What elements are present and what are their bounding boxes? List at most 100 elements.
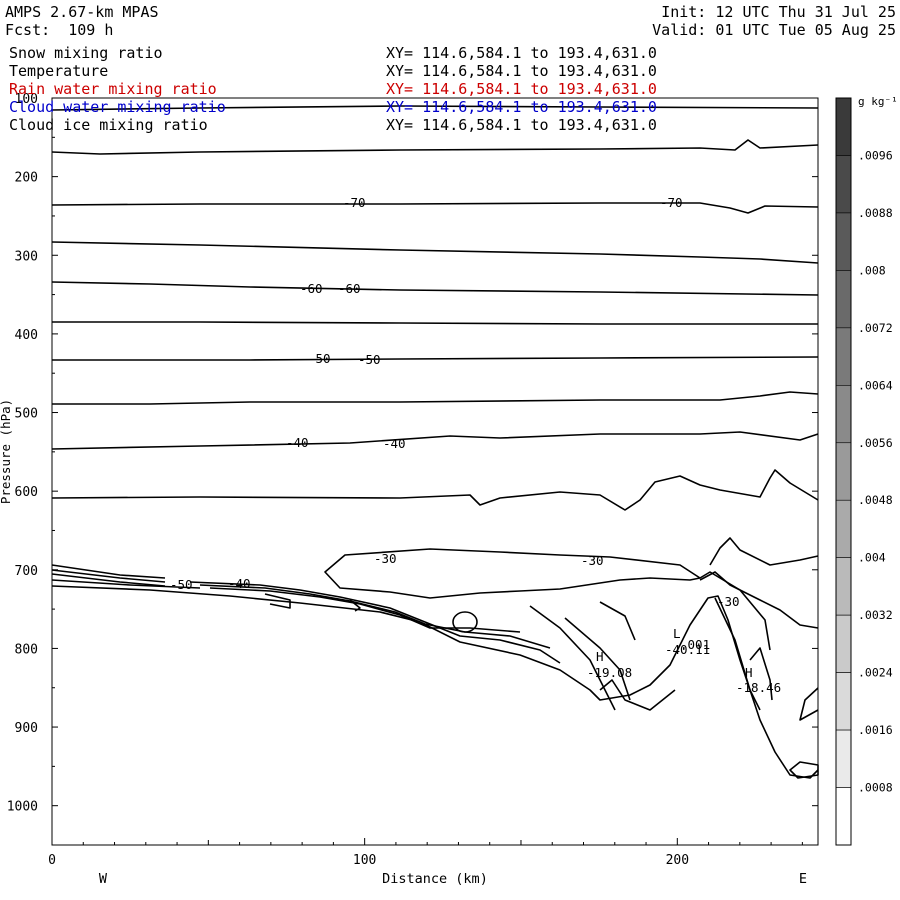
contour-label: -50 <box>170 577 193 592</box>
colorbar-unit: g kg⁻¹ <box>858 95 898 108</box>
terrain-line <box>599 601 636 641</box>
y-tick-label: 1000 <box>7 800 38 815</box>
isotherm <box>51 139 819 155</box>
terrain-line <box>189 581 561 664</box>
isotherm <box>709 537 819 566</box>
colorbar: .0096 .0088 .008 .0072 .0064 .0056 .0048 .004 .0… <box>835 95 898 846</box>
colorbar-swatch <box>835 499 852 558</box>
terrain-line <box>51 569 166 583</box>
legend-field-name: Rain water mixing ratio <box>9 80 217 98</box>
east-label: E <box>799 871 807 887</box>
terrain-line <box>699 571 771 651</box>
legend-field-xy: XY= 114.6,584.1 to 193.4,631.0 <box>386 62 657 80</box>
isotherm <box>51 105 819 111</box>
y-tick-label: 600 <box>15 485 38 500</box>
terrain-line <box>714 597 761 711</box>
x-tick-label: 200 <box>666 853 689 868</box>
colorbar-tick-label: .0064 <box>858 378 893 392</box>
contour-label: -40 <box>228 576 251 591</box>
contour-label: -60 <box>338 281 361 296</box>
terrain-line <box>599 679 676 711</box>
terrain-line <box>199 584 551 649</box>
colorbar-frame <box>835 97 852 846</box>
colorbar-swatch <box>835 155 852 214</box>
isotherm <box>52 356 819 361</box>
colorbar-swatch <box>835 672 852 731</box>
isotherm <box>52 321 818 325</box>
contour-label: -50 <box>308 351 331 366</box>
model-title: AMPS 2.67-km MPAS <box>5 3 159 21</box>
contour-label: -40 <box>383 436 406 451</box>
extremum-value: -40.11 <box>665 642 710 657</box>
contour-labels: -70 -70 -60 -60 -50 -50 -40 -40 -30 -30 … <box>170 195 740 609</box>
colorbar-tick-label: .0096 <box>858 148 893 162</box>
terrain-line <box>349 599 361 612</box>
colorbar-tick-label: .0024 <box>858 666 893 680</box>
colorbar-swatch <box>835 729 852 788</box>
colorbar-swatch <box>835 614 852 673</box>
colorbar-tick-label: .0072 <box>858 321 893 335</box>
colorbar-swatch <box>835 97 852 156</box>
isotherm <box>51 281 819 296</box>
forecast-hour: Fcst: 109 h <box>5 21 114 39</box>
legend-field-name: Cloud ice mixing ratio <box>9 116 208 134</box>
colorbar-tick-label: .004 <box>858 551 886 565</box>
legend-field-xy: XY= 114.6,584.1 to 193.4,631.0 <box>386 80 657 98</box>
y-tick-label: 300 <box>15 249 38 264</box>
isotherm <box>51 202 819 214</box>
contour-label: -30 <box>581 553 604 568</box>
colorbar-swatch <box>835 557 852 616</box>
isotherm <box>699 571 819 629</box>
extremum-high-value: -19.08 <box>587 665 632 680</box>
terrain-line <box>209 587 521 633</box>
colorbar-tick-label: .0008 <box>858 781 893 795</box>
terrain-line <box>564 617 631 701</box>
terrain-line <box>51 579 201 589</box>
y-tick-label: 700 <box>15 564 38 579</box>
extremum-high-value: -18.46 <box>736 680 781 695</box>
extremum-low-marker: L <box>673 626 681 641</box>
plot-frame <box>51 97 819 846</box>
terrain-line <box>264 593 291 609</box>
y-tick-label: 500 <box>15 407 38 422</box>
legend-field-xy: XY= 114.6,584.1 to 193.4,631.0 <box>386 44 657 62</box>
colorbar-tick-label: .008 <box>858 263 886 277</box>
isotherm <box>799 687 819 721</box>
colorbar-tick-label: .0048 <box>858 493 893 507</box>
contour-label: -30 <box>374 551 397 566</box>
closed-contour <box>452 611 478 633</box>
y-tick-label: 900 <box>15 721 38 736</box>
colorbar-tick-label: .0056 <box>858 436 893 450</box>
terrain-line <box>51 585 819 779</box>
isotherm <box>52 391 819 405</box>
x-tick-label: 0 <box>48 853 56 868</box>
extremum-low-value: .001 <box>680 637 710 652</box>
contour-label: -40 <box>286 435 309 450</box>
colorbar-tick-label: .0088 <box>858 206 893 220</box>
colorbar-tick-label: .0016 <box>858 723 893 737</box>
legend-field-name: Temperature <box>9 62 109 80</box>
contour-label: -30 <box>717 594 740 609</box>
x-tick-label: 100 <box>353 853 376 868</box>
colorbar-tick-label: .0032 <box>858 608 893 622</box>
isotherm <box>51 469 819 511</box>
terrain-line <box>749 647 773 701</box>
init-time: Init: 12 UTC Thu 31 Jul 25 <box>661 3 896 21</box>
y-tick-label: 400 <box>15 328 38 343</box>
legend-field-name: Cloud water mixing ratio <box>9 98 226 116</box>
x-axis-label: Distance (km) <box>382 871 488 887</box>
isotherm <box>51 431 819 450</box>
contour-label: -70 <box>660 195 683 210</box>
legend-field-name: Snow mixing ratio <box>9 44 163 62</box>
valid-time: Valid: 01 UTC Tue 05 Aug 25 <box>652 21 896 39</box>
y-tick-label: 800 <box>15 642 38 657</box>
colorbar-swatch <box>835 442 852 501</box>
y-tick-label: 100 <box>15 92 38 107</box>
temperature-contours <box>51 105 819 779</box>
west-label: W <box>99 871 108 887</box>
isotherm <box>51 241 819 264</box>
y-axis-label: Pressure (hPa) <box>0 399 13 504</box>
contour-label: -70 <box>343 195 366 210</box>
